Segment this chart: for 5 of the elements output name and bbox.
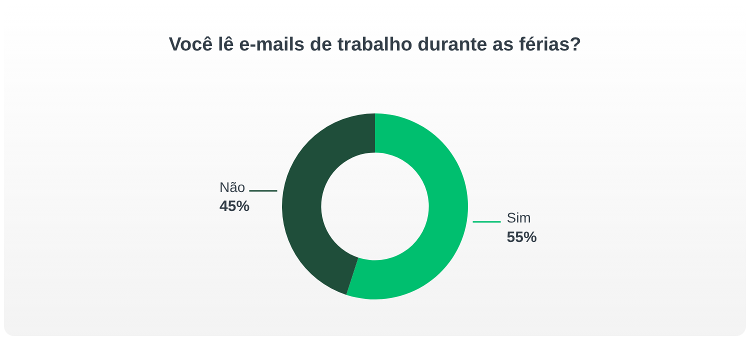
slice-label: Sim: [506, 210, 531, 226]
slice-label: Não: [220, 178, 246, 195]
chart-title: Você lê e-mails de trabalho durante as férias?: [168, 34, 582, 56]
data-label: 55%: [506, 229, 537, 246]
data-label: 45%: [220, 198, 250, 216]
